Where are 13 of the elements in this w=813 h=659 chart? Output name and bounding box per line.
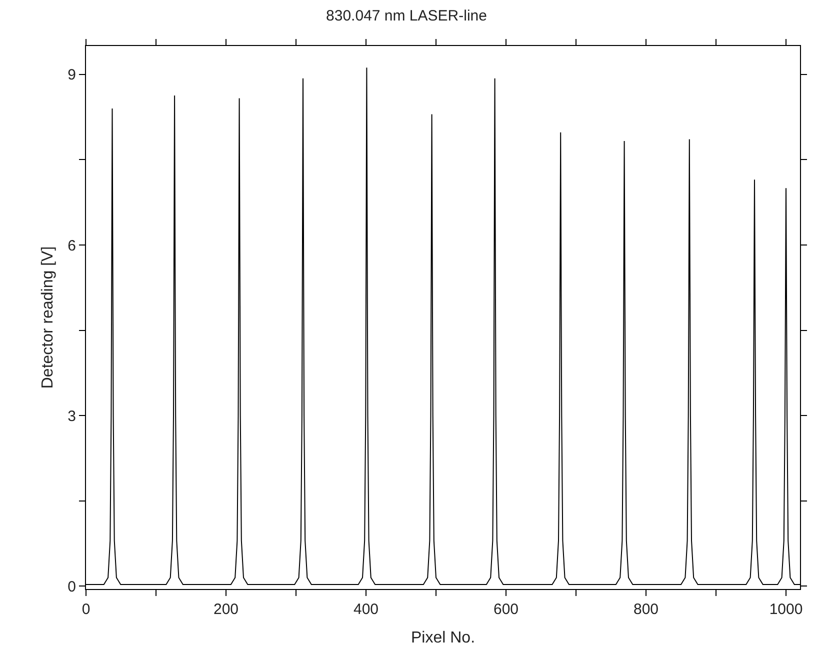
y-tick-label: 9 bbox=[68, 66, 76, 84]
x-tick-label: 1000 bbox=[769, 601, 803, 618]
x-tick-label: 600 bbox=[493, 601, 519, 618]
x-tick-label: 0 bbox=[82, 601, 90, 618]
y-tick-label: 6 bbox=[68, 237, 76, 254]
y-axis-title: Detector reading [V] bbox=[40, 246, 57, 389]
x-tick-label: 800 bbox=[633, 601, 659, 618]
y-tick-label: 0 bbox=[68, 578, 76, 596]
y-tick-label: 3 bbox=[68, 408, 76, 425]
x-axis-title: Pixel No. bbox=[410, 630, 476, 647]
x-tick-label: 400 bbox=[353, 601, 379, 618]
chart-title: 830.047 nm LASER-line bbox=[326, 7, 487, 24]
x-tick-label: 200 bbox=[213, 601, 239, 618]
